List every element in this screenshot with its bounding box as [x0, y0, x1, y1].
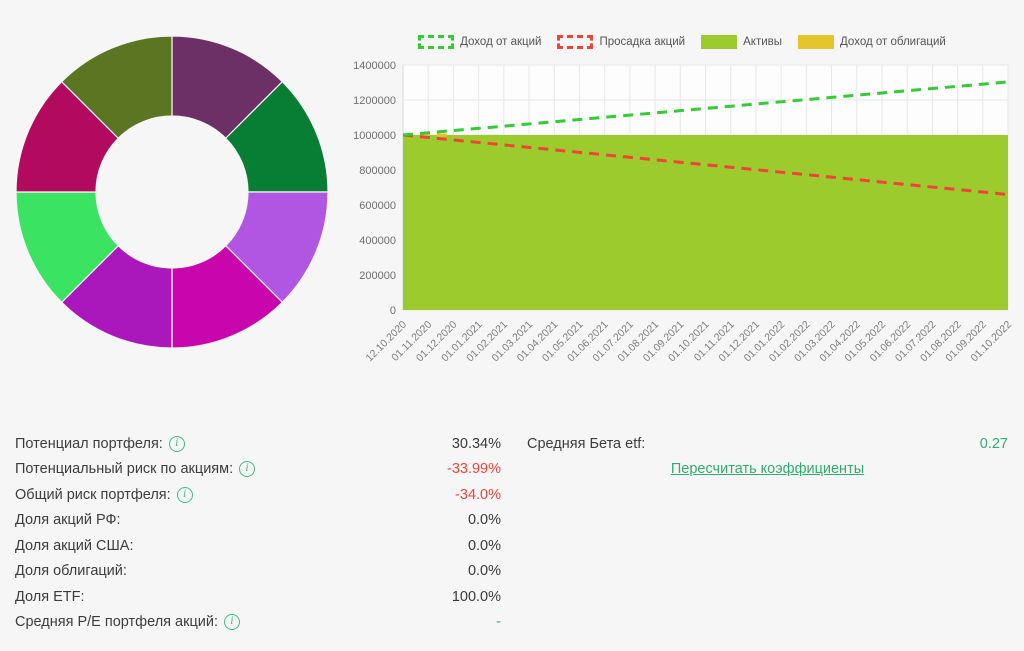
- stat-value: -33.99%: [446, 461, 501, 478]
- stat-label: Доля акций РФ:: [15, 512, 121, 528]
- stat-row: Доля акций РФ: 0.0%: [15, 508, 501, 534]
- stat-row: Средняя P/E портфеля акций: i -: [15, 610, 501, 636]
- stat-row: Доля ETF: 100.0%: [15, 584, 501, 610]
- info-icon[interactable]: i: [239, 461, 256, 478]
- stat-label-text: Потенциальный риск по акциям:: [15, 461, 234, 478]
- stats-right-rows: Средняя Бета etf: 0.27: [527, 431, 1008, 457]
- stat-label: Доля акций США:: [15, 538, 133, 554]
- stat-label: Доля ETF:: [15, 589, 84, 605]
- stat-label: Общий риск портфеля: i: [15, 486, 193, 503]
- svg-text:800000: 800000: [359, 165, 396, 177]
- legend-swatch: [701, 35, 738, 49]
- stats-column-left: Потенциал портфеля: i 30.34% Потенциальный …: [15, 431, 501, 635]
- svg-text:1400000: 1400000: [353, 60, 396, 72]
- stat-value: 0.0%: [467, 563, 501, 580]
- svg-text:200000: 200000: [359, 270, 396, 282]
- stat-label-text: Общий риск портфеля:: [15, 486, 171, 503]
- stat-label: Средняя P/E портфеля акций: i: [15, 614, 240, 631]
- stat-label: Доля облигаций:: [15, 563, 127, 579]
- legend-item[interactable]: Доход от облигаций: [798, 35, 946, 49]
- stat-value: -: [496, 614, 501, 631]
- svg-text:400000: 400000: [359, 235, 396, 247]
- stat-row: Потенциал портфеля: i 30.34%: [15, 431, 501, 457]
- info-icon[interactable]: i: [223, 614, 240, 631]
- stat-label: Потенциальный риск по акциям: i: [15, 461, 256, 478]
- stat-value: -34.0%: [455, 486, 501, 503]
- stat-label: Средняя Бета etf:: [527, 436, 645, 452]
- svg-text:1000000: 1000000: [353, 130, 396, 142]
- stat-label-text: Средняя P/E портфеля акций:: [15, 614, 218, 631]
- recalculate-coefficients-link[interactable]: Пересчитать коэффициенты: [670, 460, 865, 477]
- stat-value: 100.0%: [451, 588, 501, 605]
- legend-item[interactable]: Просадка акций: [557, 35, 685, 49]
- legend-label: Просадка акций: [599, 36, 686, 48]
- stat-row: Доля облигаций: 0.0%: [15, 559, 501, 585]
- stat-value: 0.0%: [467, 512, 501, 529]
- legend-label: Доход от облигаций: [840, 36, 946, 48]
- legend-label: Доход от акций: [460, 36, 542, 48]
- stat-label-text: Доля облигаций:: [15, 563, 127, 580]
- performance-chart-svg: 0 200000 400000 600000 800000 1000000 1200000 1…: [353, 60, 1014, 364]
- svg-text:0: 0: [390, 305, 396, 317]
- stat-label-text: Доля ETF:: [15, 588, 85, 605]
- stat-value: 0.0%: [467, 537, 501, 554]
- stat-label-text: Доля акций РФ:: [15, 512, 121, 529]
- legend-swatch: [418, 35, 455, 49]
- svg-text:1200000: 1200000: [353, 95, 396, 107]
- stat-label-text: Доля акций США:: [15, 537, 134, 554]
- legend-item[interactable]: Активы: [701, 35, 782, 49]
- stat-row: Общий риск портфеля: i -34.0%: [15, 482, 501, 508]
- stat-label-text: Средняя Бета etf:: [527, 435, 646, 452]
- stats-column-right: Средняя Бета etf: 0.27 Пересчитать коэффи…: [527, 431, 1008, 482]
- info-icon[interactable]: i: [176, 486, 193, 503]
- svg-text:600000: 600000: [359, 200, 396, 212]
- stat-row: Доля акций США: 0.0%: [15, 533, 501, 559]
- stat-value: 0.27: [979, 435, 1008, 452]
- info-icon[interactable]: i: [168, 435, 185, 452]
- stat-value: 30.34%: [451, 435, 501, 452]
- legend-swatch: [557, 35, 594, 49]
- portfolio-allocation-donut-chart: [15, 35, 329, 349]
- legend-item[interactable]: Доход от акций: [418, 35, 541, 49]
- legend-swatch: [798, 35, 835, 49]
- donut-segment-8[interactable]: [60, 35, 173, 140]
- chart-legend: Доход от акций Просадка акций Активы Доход …: [340, 30, 1024, 54]
- performance-chart-panel: Доход от акций Просадка акций Активы Доход …: [340, 30, 1024, 391]
- stat-row: Потенциальный риск по акциям: i -33.99%: [15, 457, 501, 483]
- stat-label-text: Потенциал портфеля:: [15, 435, 163, 452]
- stat-label: Потенциал портфеля: i: [15, 435, 185, 452]
- legend-label: Активы: [743, 36, 783, 48]
- stat-row: Средняя Бета etf: 0.27: [527, 431, 1008, 457]
